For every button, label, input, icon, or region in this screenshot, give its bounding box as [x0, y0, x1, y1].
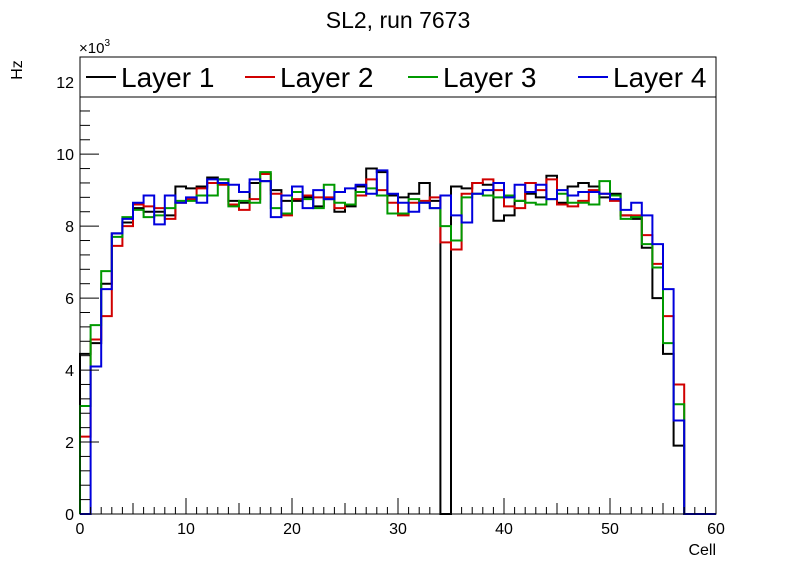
axes-layer: 0 10 20 30 40 50 60 0 2 4 6 8 10 12	[56, 56, 725, 538]
y-axis-label: Hz	[9, 60, 26, 80]
legend-entry-layer-4: Layer 4	[578, 62, 706, 93]
legend-entry-layer-1: Layer 1	[86, 62, 214, 93]
series-line-layer-4	[80, 169, 716, 515]
legend-entry-layer-3: Layer 3	[408, 62, 536, 93]
legend-label: Layer 1	[121, 62, 214, 93]
y-tick-label: 2	[65, 435, 74, 452]
x-tick-label: 0	[76, 521, 85, 538]
y-tick-label: 10	[56, 147, 74, 164]
x-tick-label: 10	[177, 521, 195, 538]
legend-label: Layer 2	[280, 62, 373, 93]
plot-frame	[79, 56, 717, 515]
legend-label: Layer 4	[613, 62, 706, 93]
x-tick-label: 20	[283, 521, 301, 538]
legend-box	[79, 56, 717, 98]
series-line-layer-3	[79, 171, 716, 515]
x-tick-label: 60	[707, 521, 725, 538]
legend: Layer 1 Layer 2 Layer 3 Layer 4	[79, 56, 717, 98]
y-multiplier: ×103	[79, 38, 110, 57]
x-axis-label: Cell	[688, 542, 716, 559]
x-tick-label: 50	[601, 521, 619, 538]
x-tick-label: 40	[495, 521, 513, 538]
series-line-layer-1	[79, 167, 716, 515]
legend-entry-layer-2: Layer 2	[245, 62, 373, 93]
legend-label: Layer 3	[443, 62, 536, 93]
y-tick-label: 0	[65, 507, 74, 524]
y-tick-label: 12	[56, 75, 74, 92]
series-line-layer-2	[79, 172, 716, 515]
y-multiplier-base: ×10	[79, 40, 104, 57]
chart-title: SL2, run 7673	[326, 7, 471, 33]
y-tick-label: 4	[65, 363, 74, 380]
x-tick-label: 30	[389, 521, 407, 538]
series-layer	[79, 167, 716, 515]
y-tick-label: 8	[65, 219, 74, 236]
y-tick-label: 6	[65, 291, 74, 308]
y-multiplier-exponent: 3	[104, 38, 110, 49]
